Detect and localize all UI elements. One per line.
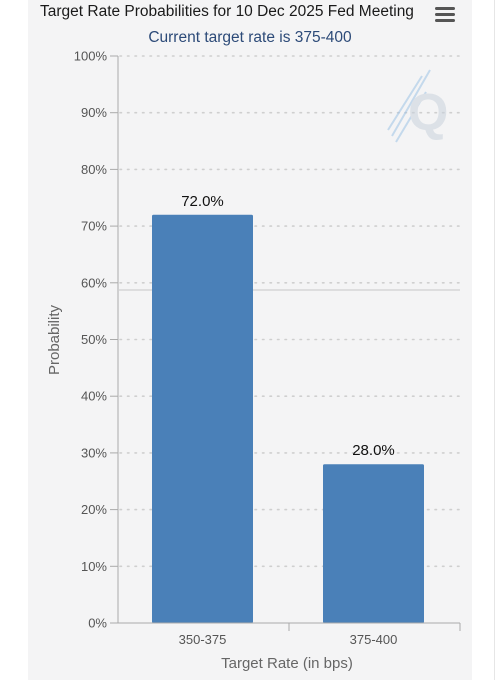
bar-data-label: 28.0% (352, 442, 395, 459)
y-tick-label: 100% (74, 49, 108, 64)
y-tick-label: 10% (81, 559, 107, 574)
bar-data-label: 72.0% (181, 193, 224, 210)
x-tick-label: 350-375 (179, 632, 227, 647)
y-tick-label: 70% (81, 219, 107, 234)
y-tick-label: 0% (88, 616, 107, 631)
chart-title: Target Rate Probabilities for 10 Dec 202… (40, 3, 414, 20)
x-axis-ticks: 350-375 375-400 (179, 623, 461, 647)
menu-line (435, 13, 455, 16)
x-tick-label: 375-400 (350, 632, 398, 647)
y-axis-ticks: 0% 10% 20% 30% 40% 50% 60% 70% 80% 90% 100% (74, 49, 118, 631)
chart-subtitle: Current target rate is 375-400 (148, 29, 352, 46)
y-tick-label: 90% (81, 105, 107, 120)
page-edge (494, 0, 495, 680)
svg-text:Q: Q (408, 84, 448, 142)
y-tick-label: 50% (81, 332, 107, 347)
q-logo-icon: Q (387, 69, 448, 143)
y-tick-label: 60% (81, 275, 107, 290)
bar-350-375[interactable] (152, 214, 253, 623)
y-tick-label: 30% (81, 445, 107, 460)
hamburger-menu-icon[interactable] (433, 6, 457, 24)
y-tick-label: 80% (81, 162, 107, 177)
y-tick-label: 20% (81, 502, 107, 517)
bars: 72.0% 28.0% (152, 193, 424, 623)
menu-line (435, 7, 455, 10)
y-axis-title: Probability (46, 304, 63, 375)
menu-line (435, 19, 455, 22)
bar-375-400[interactable] (323, 464, 424, 623)
y-tick-label: 40% (81, 389, 107, 404)
x-axis-title: Target Rate (in bps) (221, 655, 353, 672)
